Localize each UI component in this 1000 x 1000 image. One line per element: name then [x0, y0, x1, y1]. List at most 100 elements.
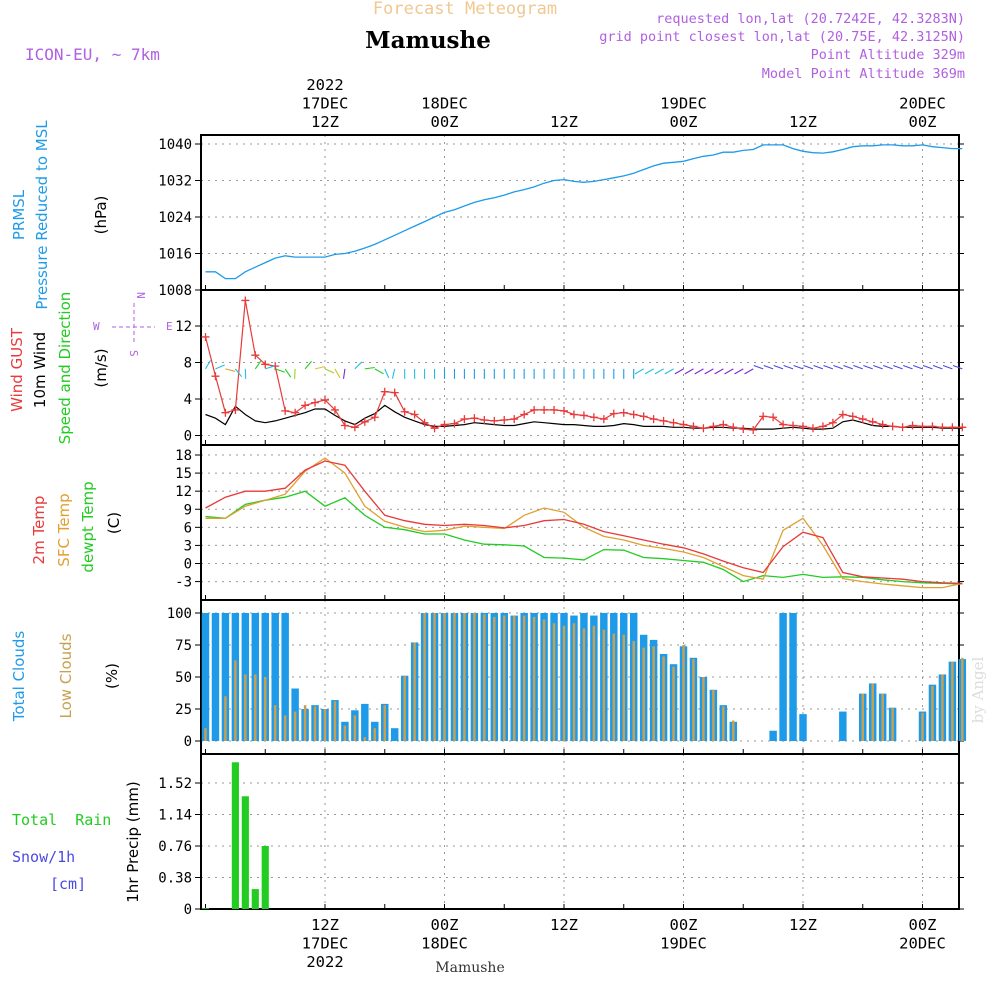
gust-marker [201, 332, 210, 341]
gust-marker [958, 423, 967, 432]
top-time-label: 19DEC [660, 95, 707, 113]
wind-direction-arrow [644, 368, 654, 375]
wind-direction-arrow [215, 364, 225, 370]
low-clouds-bar [512, 615, 516, 741]
gust-marker [350, 423, 359, 432]
pressure-line [205, 144, 963, 280]
sfc-temp-label: SFC Temp [55, 493, 73, 566]
gust-marker [799, 422, 807, 431]
precip-ytick-label: 1.52 [158, 776, 192, 792]
gust-marker [500, 415, 509, 424]
wind-direction-arrow [932, 364, 943, 370]
pressure-msl-label: Pressure Reduced to MSL [33, 120, 51, 310]
wind-ytick-label: 4 [184, 392, 192, 408]
temp-ytick-label: -3 [175, 575, 192, 591]
top-time-label: 00Z [670, 113, 698, 131]
wind-direction-arrow [912, 364, 923, 370]
precip-labels: Total Rain Snow/1h [cm] 1hr Precip (mm) [12, 781, 142, 902]
wind-direction-arrow [664, 368, 674, 375]
pressure-ytick-label: 1024 [158, 210, 192, 226]
hpa-unit-label: (hPa) [92, 196, 110, 235]
gust-marker [281, 406, 290, 415]
low-clouds-bar [273, 705, 277, 741]
low-clouds-bar [363, 737, 367, 741]
low-clouds-bar [403, 675, 406, 741]
wind-direction-arrow [334, 368, 341, 378]
temp-ytick-label: 15 [175, 466, 192, 482]
compass-north: N [134, 292, 147, 299]
wind-direction-arrow [674, 368, 684, 375]
wind-direction-arrow [753, 364, 764, 370]
gust-marker [241, 296, 250, 305]
gust-marker [330, 405, 339, 414]
wind-direction-arrow [205, 359, 211, 370]
low-clouds-bar [662, 656, 665, 741]
low-clouds-bar [413, 642, 416, 741]
temp-ytick-label: 6 [184, 520, 192, 536]
low-clouds-bar [383, 705, 386, 741]
gust-marker [231, 405, 240, 414]
low-clouds-bar [961, 657, 964, 741]
wind-direction-arrow [853, 364, 863, 370]
pressure-ytick-label: 1016 [158, 247, 192, 263]
low-clouds-bar [881, 693, 884, 741]
gust-marker [490, 416, 499, 425]
wind-direction-arrow [654, 368, 664, 375]
low-clouds-bar [722, 706, 725, 741]
low-clouds-bar [433, 613, 436, 741]
low-clouds-bar [712, 689, 715, 741]
compass-west: W [93, 320, 100, 333]
low-clouds-bar [732, 720, 735, 741]
gust-marker [719, 420, 728, 429]
temp-ytick-label: 3 [184, 538, 192, 554]
wind-direction-arrow [763, 364, 774, 370]
gust-marker [470, 414, 479, 423]
wind-direction-arrow [942, 364, 953, 370]
total-clouds-bar [390, 728, 399, 741]
gust-marker [510, 415, 519, 424]
gust-marker [251, 351, 260, 360]
low-clouds-bar [572, 623, 576, 741]
wind-direction-arrow [724, 368, 734, 375]
precip-ytick-label: 0 [184, 902, 192, 918]
gust-marker [848, 412, 857, 421]
grid-point-lonlat: grid point closest lon,lat (20.75E, 42.3… [599, 29, 965, 45]
gust-marker [679, 420, 688, 429]
low-clouds-bar [204, 728, 207, 741]
wind-direction-arrow [704, 368, 714, 375]
gust-marker [659, 416, 668, 425]
gust-marker [729, 423, 738, 432]
precip-ytick-label: 1.14 [158, 808, 192, 824]
wind-direction-arrow [314, 366, 325, 370]
low-clouds-bar [503, 615, 506, 741]
requested-lonlat: requested lon,lat (20.7242E, 42.3283N) [656, 11, 965, 27]
precip-frame [200, 753, 960, 910]
gust-marker [569, 410, 578, 419]
low-clouds-bar [493, 616, 496, 741]
wind-direction-arrow [714, 368, 724, 375]
wind-ytick-label: 12 [175, 319, 192, 335]
wind-ytick-label: 0 [184, 429, 192, 445]
low-clouds-bar [224, 696, 227, 741]
location-title: Mamushe [365, 27, 491, 54]
wind-direction-arrow [833, 364, 844, 370]
gust-marker [888, 422, 897, 431]
gust-marker [560, 406, 568, 415]
wind-direction-arrow [773, 364, 784, 370]
pressure-frame [200, 134, 960, 291]
wind-gust-label: Wind GUST [8, 327, 26, 412]
gust-marker [898, 423, 907, 432]
gust-marker [420, 418, 429, 427]
low-clouds-bar [323, 709, 327, 741]
total-clouds-bar [281, 613, 289, 741]
compass-south: S [127, 350, 140, 357]
wind-10m-line [205, 404, 963, 430]
pressure-panel: 1040 1032 1024 1016 1008 [158, 134, 964, 299]
gust-marker [749, 426, 758, 435]
low-clouds-bar [473, 613, 476, 741]
wind-direction-arrow [225, 368, 236, 372]
percent-unit-label: (%) [103, 663, 121, 689]
bottom-time-label: 12Z [311, 916, 339, 934]
gust-marker [709, 422, 718, 431]
